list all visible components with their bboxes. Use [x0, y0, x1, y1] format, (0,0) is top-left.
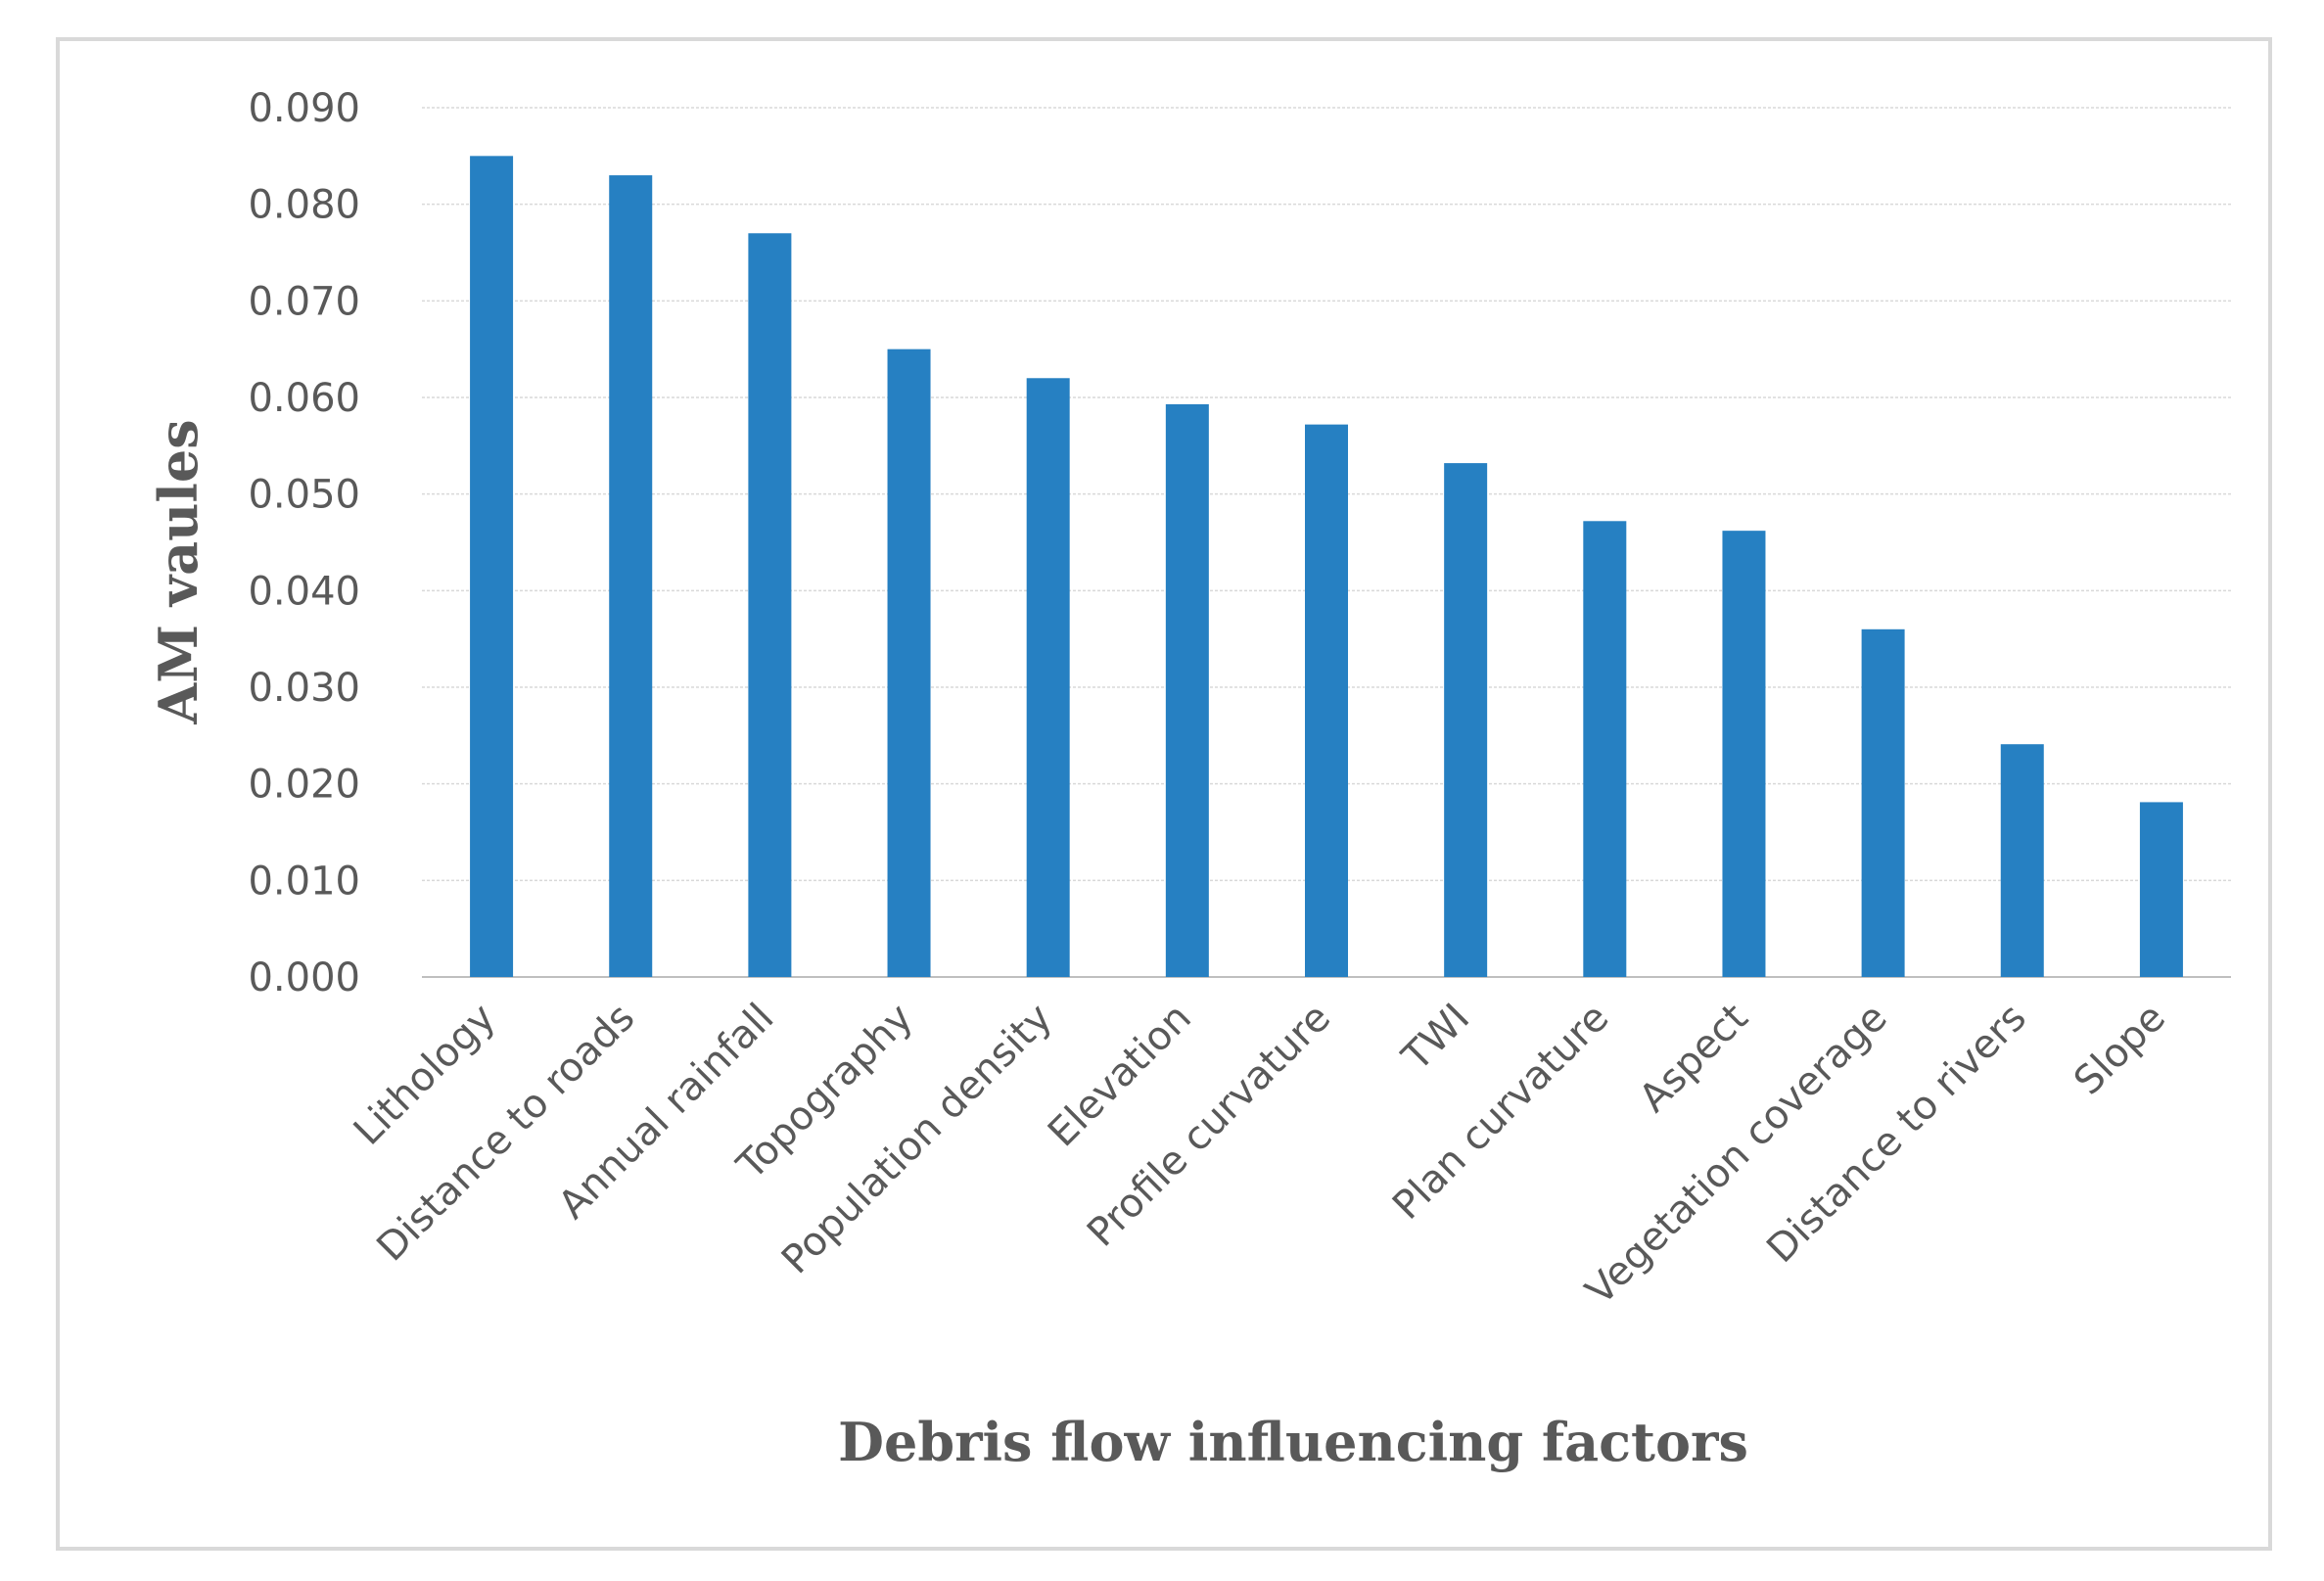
y-tick-label: 0.060 — [248, 376, 360, 421]
y-tick-label: 0.050 — [248, 473, 360, 518]
x-tick-label: Distance to rivers — [1758, 996, 2035, 1273]
bar — [887, 349, 931, 978]
x-tick-label: TWI — [1393, 996, 1478, 1081]
bars — [470, 156, 2183, 978]
y-tick-label: 0.020 — [248, 763, 360, 808]
x-tick-label: Slope — [2066, 996, 2174, 1104]
y-tick-label: 0.080 — [248, 183, 360, 228]
chart-frame: 0.000 0.010 0.020 0.030 0.040 0.050 0.060 0.070… — [56, 37, 2272, 1551]
y-tick-label: 0.040 — [248, 569, 360, 614]
gridlines — [422, 107, 2231, 978]
bar — [1583, 521, 1627, 977]
bar-chart: 0.000 0.010 0.020 0.030 0.040 0.050 0.060 0.070… — [147, 86, 2231, 1473]
bar — [609, 175, 653, 978]
x-tick-label: Population density — [773, 996, 1061, 1283]
bar — [2139, 802, 2183, 977]
y-axis-ticks: 0.000 0.010 0.020 0.030 0.040 0.050 0.060 0.070… — [248, 86, 360, 1000]
y-tick-label: 0.000 — [248, 955, 360, 1000]
bar — [1305, 424, 1348, 977]
bar — [1722, 531, 1766, 977]
bar — [1444, 463, 1488, 977]
bar — [2000, 744, 2044, 977]
y-tick-label: 0.030 — [248, 666, 360, 711]
y-tick-label: 0.070 — [248, 279, 360, 324]
y-tick-label: 0.010 — [248, 859, 360, 904]
x-tick-label: Profile curvature — [1079, 996, 1339, 1256]
x-tick-label: Distance to roads — [368, 996, 643, 1271]
bar — [1026, 378, 1070, 977]
bar — [1861, 628, 1905, 977]
y-axis-title: AM vaules — [147, 419, 209, 724]
bar — [1165, 403, 1209, 977]
bar — [748, 233, 792, 977]
bar — [470, 156, 514, 977]
y-tick-label: 0.090 — [248, 86, 360, 131]
x-tick-label: Aspect — [1631, 996, 1757, 1122]
x-axis-title: Debris flow influencing factors — [838, 1411, 1748, 1473]
